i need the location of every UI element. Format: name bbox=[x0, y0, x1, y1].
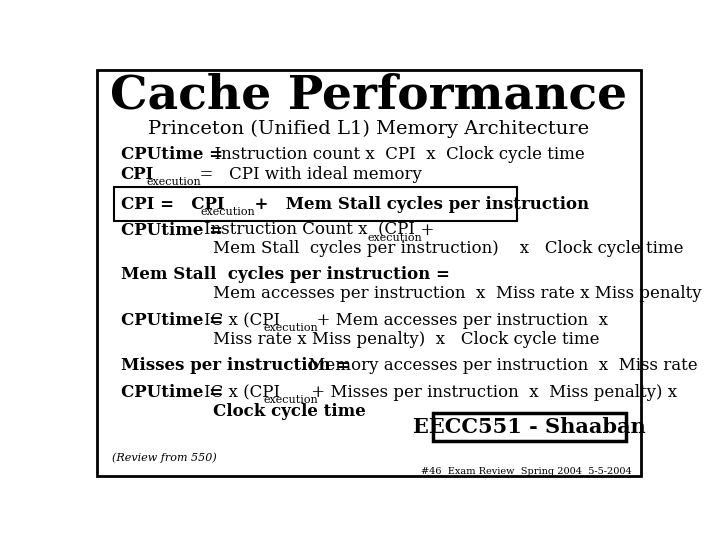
Text: CPUtime =: CPUtime = bbox=[121, 146, 228, 163]
Text: CPUtime =: CPUtime = bbox=[121, 312, 228, 329]
Text: CPUtime =: CPUtime = bbox=[121, 384, 228, 401]
Text: (Review from 550): (Review from 550) bbox=[112, 453, 217, 463]
Text: Mem Stall  cycles per instruction =: Mem Stall cycles per instruction = bbox=[121, 266, 449, 284]
Text: Misses per instruction =: Misses per instruction = bbox=[121, 357, 356, 374]
FancyBboxPatch shape bbox=[114, 187, 517, 221]
Text: EECC551 - Shaaban: EECC551 - Shaaban bbox=[413, 417, 646, 437]
Text: execution: execution bbox=[264, 323, 318, 333]
Text: Princeton (Unified L1) Memory Architecture: Princeton (Unified L1) Memory Architectu… bbox=[148, 120, 590, 138]
Text: #46  Exam Review  Spring 2004  5-5-2004: #46 Exam Review Spring 2004 5-5-2004 bbox=[420, 467, 631, 476]
Text: execution: execution bbox=[368, 233, 423, 243]
Text: +   Mem Stall cycles per instruction: + Mem Stall cycles per instruction bbox=[243, 195, 590, 213]
Text: CPUtime =: CPUtime = bbox=[121, 222, 228, 239]
Text: CPI =   CPI: CPI = CPI bbox=[121, 195, 225, 213]
Text: =   CPI with ideal memory: = CPI with ideal memory bbox=[189, 166, 422, 184]
Text: Cache Performance: Cache Performance bbox=[110, 73, 628, 119]
Text: CPI: CPI bbox=[121, 166, 154, 184]
Text: Instruction Count x  (CPI: Instruction Count x (CPI bbox=[204, 222, 415, 239]
FancyBboxPatch shape bbox=[96, 70, 642, 476]
Text: execution: execution bbox=[147, 178, 202, 187]
Text: Clock cycle time: Clock cycle time bbox=[213, 403, 366, 421]
Text: IC x (CPI: IC x (CPI bbox=[204, 384, 280, 401]
Text: Miss rate x Miss penalty)  x   Clock cycle time: Miss rate x Miss penalty) x Clock cycle … bbox=[213, 330, 599, 348]
FancyBboxPatch shape bbox=[433, 413, 626, 441]
Text: + Mem accesses per instruction  x: + Mem accesses per instruction x bbox=[305, 312, 608, 329]
Text: IC x (CPI: IC x (CPI bbox=[204, 312, 280, 329]
Text: Instruction count x  CPI  x  Clock cycle time: Instruction count x CPI x Clock cycle ti… bbox=[204, 146, 585, 163]
Text: Mem accesses per instruction  x  Miss rate x Miss penalty: Mem accesses per instruction x Miss rate… bbox=[213, 285, 701, 302]
Text: Mem Stall  cycles per instruction)    x   Clock cycle time: Mem Stall cycles per instruction) x Cloc… bbox=[213, 240, 683, 257]
Text: execution: execution bbox=[264, 395, 318, 405]
Text: + Misses per instruction  x  Miss penalty) x: + Misses per instruction x Miss penalty)… bbox=[305, 384, 677, 401]
Text: execution: execution bbox=[201, 207, 256, 217]
Text: Memory accesses per instruction  x  Miss rate: Memory accesses per instruction x Miss r… bbox=[303, 357, 698, 374]
Text: +: + bbox=[410, 222, 435, 239]
